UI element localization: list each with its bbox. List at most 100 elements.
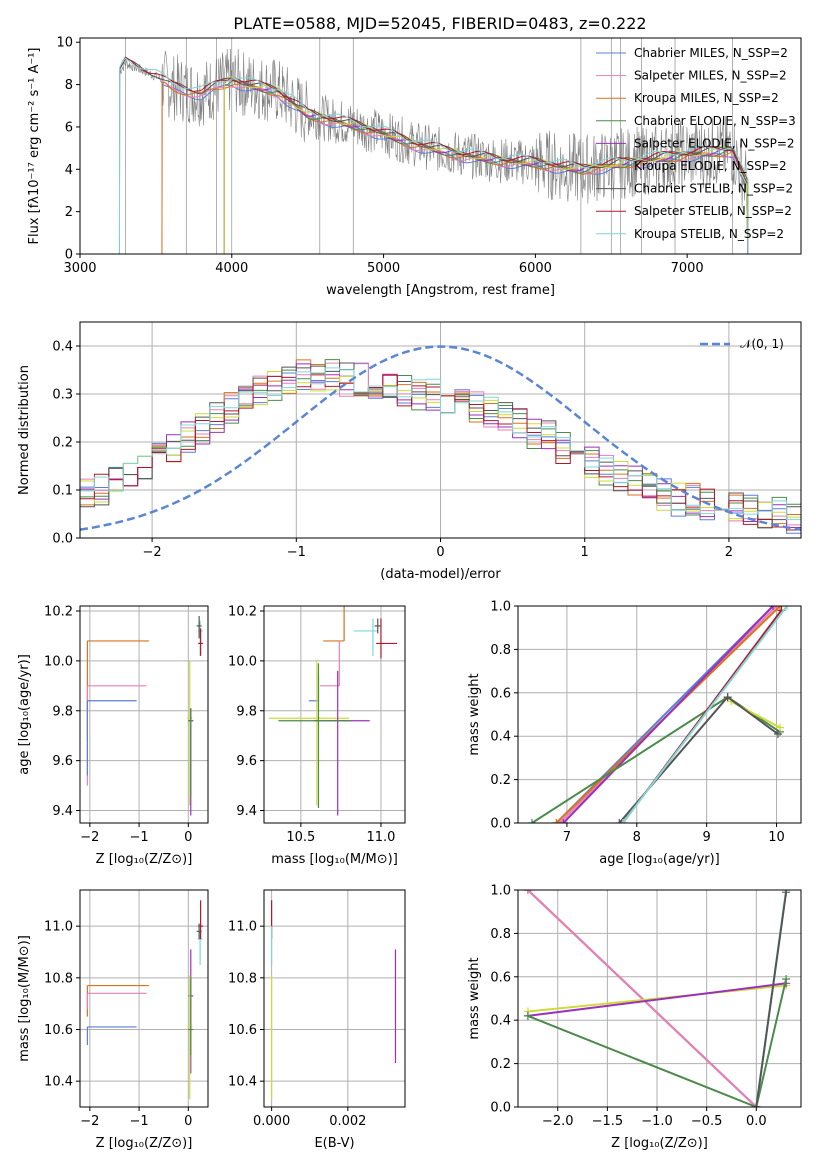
axes: 3000 4000 5000 6000 7000 0 2 4 6 8 10 wavelength [A… [27, 36, 802, 298]
grid [80, 606, 208, 823]
legend-entry: Kroupa MILES, N_SSP=2 [634, 91, 779, 105]
y-tick-label: 0.0 [52, 532, 73, 547]
chart-residuals: −2 −1 0 1 2 0.0 0.1 0.2 0.3 0.4 (data-model)/error… [17, 321, 802, 582]
legend-entry: Kroupa STELIB, N_SSP=2 [634, 227, 784, 241]
x-axis-label: wavelength [Angstrom, rest frame] [326, 283, 555, 298]
y-tick-label: 10.8 [228, 971, 257, 986]
y-tick-label: 0.8 [490, 643, 511, 658]
x-tick-label: −2.0 [542, 1114, 574, 1129]
x-tick-label: −2 [143, 545, 162, 560]
chart-spectrum: 3000 4000 5000 6000 7000 0 2 4 6 8 10 wavelength [A… [27, 36, 802, 298]
weight-line [755, 892, 788, 1107]
y-tick-label: 0.4 [52, 340, 73, 355]
axes-frame [517, 605, 802, 824]
plot-area [86, 615, 204, 816]
x-tick-label: 7 [563, 830, 571, 845]
x-tick-label: −1.5 [592, 1114, 624, 1129]
y-tick-label: 0.2 [490, 1057, 511, 1072]
axes-frame [79, 889, 209, 1108]
x-tick-label: 5000 [367, 261, 400, 276]
x-axis-label: Z [log₁₀(Z/Z⊙)] [96, 852, 193, 867]
y-tick-label: 0.2 [52, 436, 73, 451]
y-axis-label: Flux [fλ10⁻¹⁷ erg cm⁻² s⁻¹ A⁻¹] [27, 48, 42, 245]
weight-marker [618, 819, 627, 823]
grid [264, 606, 405, 823]
y-tick-label: 0.6 [490, 686, 511, 701]
model-spectrum-line [118, 57, 749, 254]
x-axis-label: mass [log₁₀(M/M⊙)] [271, 852, 398, 867]
y-tick-label: 0.4 [490, 730, 511, 745]
plot-area [80, 345, 801, 534]
axes: 10.5 11.0 9.4 9.6 9.8 10.0 10.2 mass [log₁₀(M/M… [228, 604, 406, 867]
y-tick-label: 2 [65, 205, 73, 220]
y-tick-label: 10.6 [228, 1023, 257, 1038]
weight-marker [776, 723, 785, 732]
x-tick-label: 9 [703, 830, 711, 845]
axes-frame [79, 605, 209, 824]
chart-weight-vs-age: 7 8 9 10 0.0 0.2 0.4 0.6 0.8 1.0 age [log₁₀(age/yr… [467, 600, 802, 867]
y-axis-label: mass [log₁₀(M/M⊙)] [17, 935, 32, 1062]
weight-line [562, 606, 774, 823]
y-tick-label: 10.0 [228, 654, 257, 669]
weight-marker [773, 730, 782, 739]
y-tick-label: 10.0 [44, 654, 73, 669]
plot-area [118, 38, 749, 254]
plot-area [86, 900, 204, 1100]
y-tick-label: 9.8 [52, 704, 73, 719]
chart-age-vs-mass: 10.5 11.0 9.4 9.6 9.8 10.0 10.2 mass [log₁₀(M/M… [228, 604, 406, 867]
y-tick-label: 0.0 [490, 817, 511, 832]
grid [264, 890, 405, 1107]
y-tick-label: 1.0 [490, 600, 511, 615]
y-tick-label: 10.4 [44, 1075, 73, 1090]
weight-line [527, 984, 787, 1013]
legend-entry: Chabrier ELODIE, N_SSP=3 [634, 114, 796, 128]
legend-entry: 𝒩(0, 1) [740, 337, 784, 351]
axes: −2 −1 0 10.4 10.6 10.8 11.0 Z [log₁₀(Z/Z⊙)] mass… [17, 889, 209, 1151]
axes: −2 −1 0 9.4 9.6 9.8 10.0 10.2 Z [log₁₀(Z/Z⊙)] age… [17, 604, 209, 867]
y-tick-label: 8 [65, 78, 73, 93]
plot-area [523, 890, 791, 1107]
y-tick-label: 0.2 [490, 773, 511, 788]
weight-marker [523, 1011, 532, 1020]
axes: −2 −1 0 1 2 0.0 0.1 0.2 0.3 0.4 (data-model)/error… [17, 321, 802, 582]
weight-marker [523, 890, 532, 894]
x-tick-label: −0.5 [691, 1114, 723, 1129]
legend: 𝒩(0, 1) [700, 337, 784, 351]
grid [80, 890, 208, 1107]
y-tick-label: 9.4 [236, 804, 257, 819]
y-tick-label: 9.6 [52, 754, 73, 769]
chart-weight-vs-Z: −2.0 −1.5 −1.0 −0.5 0.0 0.0 0.2 0.4 0.6 0.8 1.0 Z [… [467, 884, 802, 1151]
x-axis-label: E(B-V) [314, 1136, 354, 1151]
weight-line [527, 890, 757, 1107]
grid [518, 889, 801, 1108]
y-tick-label: 6 [65, 120, 73, 135]
legend-entry: Salpeter ELODIE, N_SSP=2 [634, 136, 795, 150]
x-tick-label: 10.5 [286, 830, 315, 845]
weight-marker [783, 606, 792, 610]
y-tick-label: 10.4 [228, 1075, 257, 1090]
weight-marker [782, 890, 791, 897]
y-tick-label: 0.6 [490, 970, 511, 985]
legend-entry: Salpeter MILES, N_SSP=2 [634, 69, 787, 83]
normal-curve [80, 345, 801, 531]
axes-frame [79, 321, 802, 539]
axes: 7 8 9 10 0.0 0.2 0.4 0.6 0.8 1.0 age [log₁₀(age/yr… [467, 600, 802, 867]
weight-line [527, 982, 787, 1017]
y-axis-label: mass weight [467, 673, 482, 755]
x-tick-label: −1 [129, 1114, 148, 1129]
weight-line [622, 606, 788, 823]
x-axis-label: age [log₁₀(age/yr)] [599, 852, 720, 867]
axes-frame [263, 889, 406, 1108]
model-spectrum-line [223, 77, 749, 254]
weight-marker [615, 819, 624, 823]
y-tick-label: 11.0 [228, 920, 257, 935]
figure-title: PLATE=0588, MJD=52045, FIBERID=0483, z=0… [233, 14, 646, 33]
x-tick-label: −2 [80, 830, 99, 845]
x-tick-label: −1 [129, 830, 148, 845]
model-spectrum-line [118, 58, 749, 254]
weight-marker [559, 819, 568, 823]
y-tick-label: 0.0 [490, 1101, 511, 1116]
y-tick-label: 10 [56, 36, 73, 51]
x-tick-label: 0 [436, 545, 444, 560]
